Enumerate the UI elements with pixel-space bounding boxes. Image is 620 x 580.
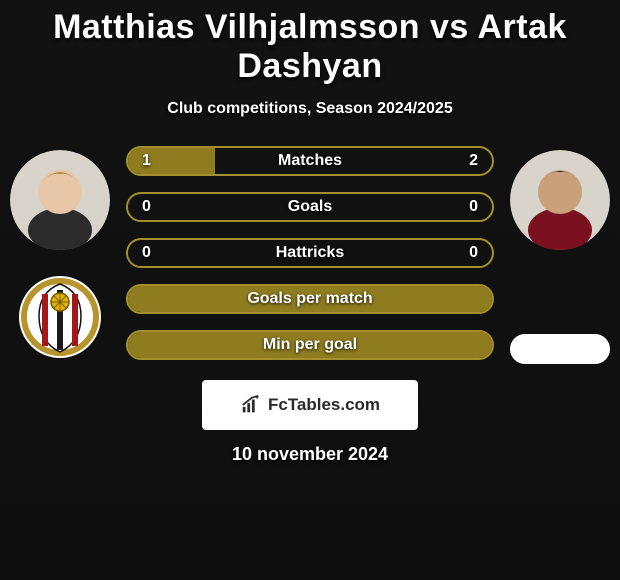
stat-bar: Goals per match bbox=[126, 284, 494, 314]
stat-label: Goals bbox=[288, 198, 332, 216]
stat-value-right: 0 bbox=[469, 244, 478, 262]
page-title: Matthias Vilhjalmsson vs Artak Dashyan bbox=[0, 0, 620, 86]
site-logo-text: FcTables.com bbox=[268, 395, 380, 415]
stat-label: Min per goal bbox=[263, 336, 357, 354]
stat-value-right: 0 bbox=[469, 198, 478, 216]
stats-bars: 1 2 Matches 0 0 Goals 0 0 Hattricks Goals per mat… bbox=[120, 146, 500, 360]
site-logo: FcTables.com bbox=[202, 380, 418, 430]
stat-label: Hattricks bbox=[276, 244, 344, 262]
player-avatar-right bbox=[510, 150, 610, 250]
club-badge-right-blank bbox=[510, 334, 610, 364]
stat-bar: 0 0 Goals bbox=[126, 192, 494, 222]
snapshot-date: 10 november 2024 bbox=[0, 444, 620, 465]
stat-bar: 1 2 Matches bbox=[126, 146, 494, 176]
player-avatar-left bbox=[10, 150, 110, 250]
stat-value-left: 0 bbox=[142, 244, 151, 262]
stat-label: Goals per match bbox=[247, 290, 372, 308]
chart-icon bbox=[240, 394, 262, 416]
stat-bar: 0 0 Hattricks bbox=[126, 238, 494, 268]
club-badge-left bbox=[19, 276, 101, 358]
stat-value-left: 0 bbox=[142, 198, 151, 216]
stat-bar: Min per goal bbox=[126, 330, 494, 360]
stat-value-right: 2 bbox=[469, 152, 478, 170]
stat-label: Matches bbox=[278, 152, 342, 170]
page-subtitle: Club competitions, Season 2024/2025 bbox=[0, 100, 620, 118]
stat-value-left: 1 bbox=[142, 152, 151, 170]
